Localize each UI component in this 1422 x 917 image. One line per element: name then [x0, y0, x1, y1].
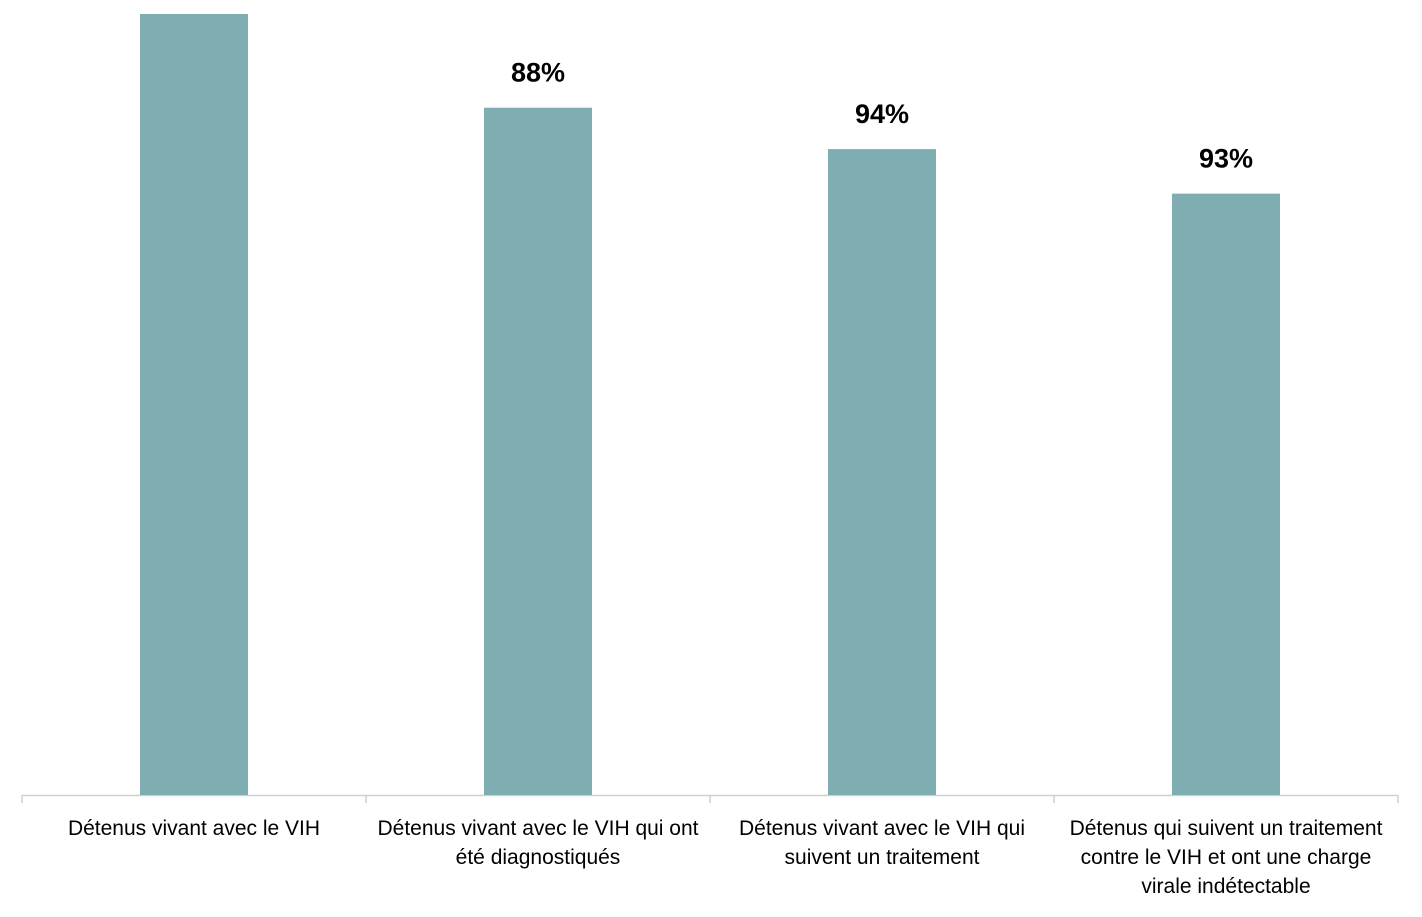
bar — [1172, 193, 1280, 795]
value-label: 93% — [1199, 144, 1253, 174]
bar — [484, 107, 592, 796]
x-tick-label: Détenus vivant avec le VIH qui suivent u… — [739, 817, 1025, 869]
bar — [828, 149, 936, 795]
bar — [140, 14, 248, 795]
value-label: 94% — [855, 99, 909, 129]
x-tick-label: Détenus vivant avec le VIH qui ont été d… — [377, 817, 699, 869]
x-tick-label: Détenus qui suivent un traitement contre… — [1069, 817, 1383, 898]
value-label: 88% — [511, 58, 565, 88]
x-tick-label: Détenus vivant avec le VIH — [67, 817, 321, 840]
